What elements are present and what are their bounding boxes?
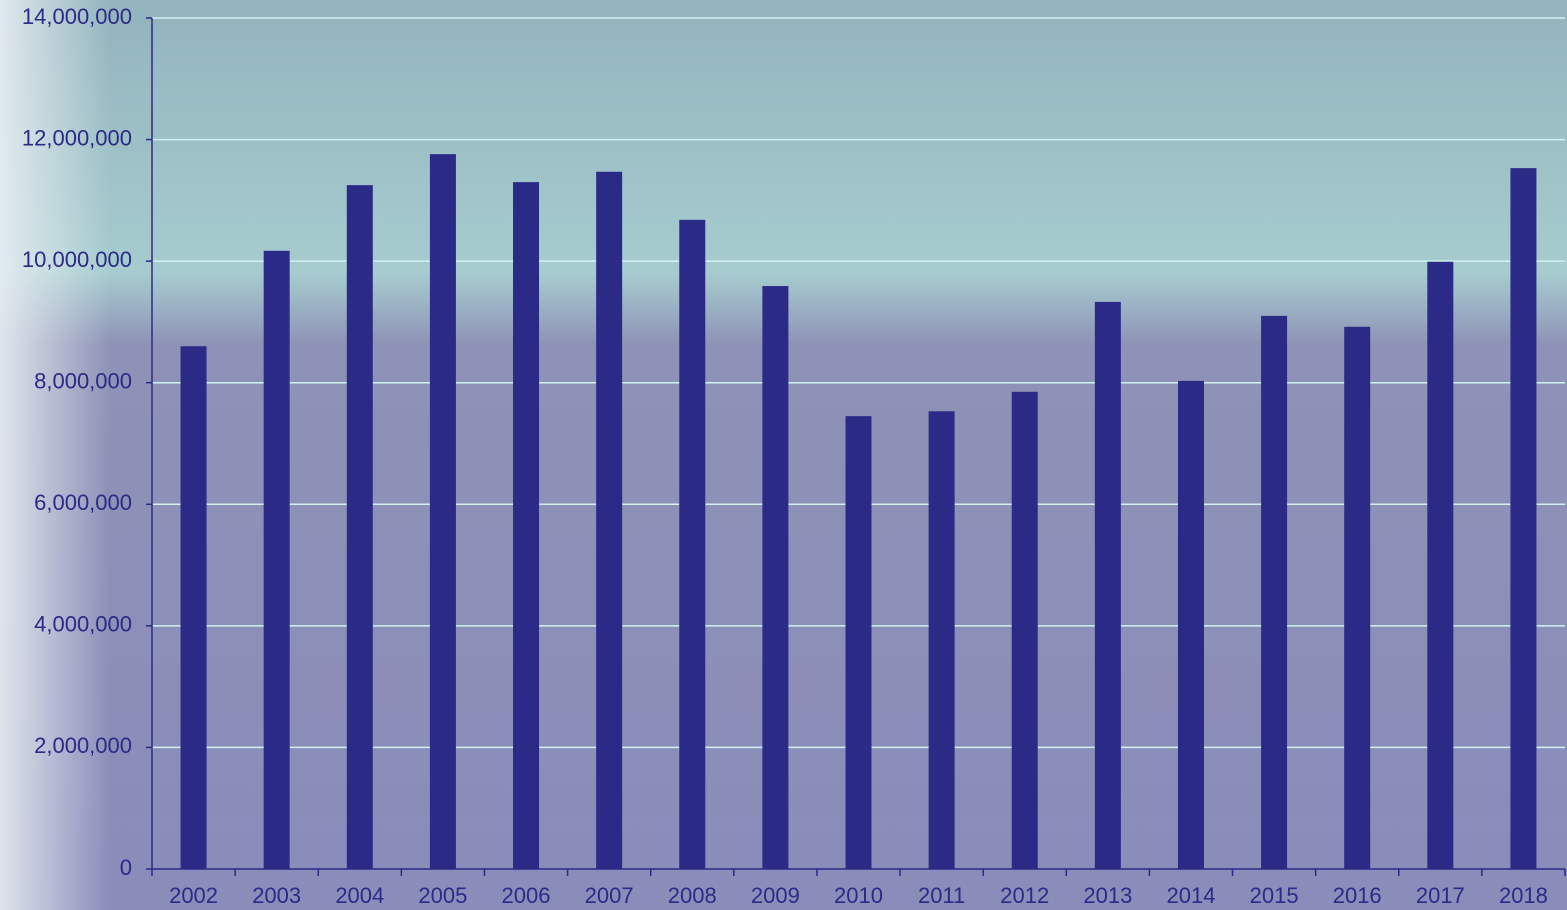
bar: [1177, 380, 1204, 869]
bar: [679, 219, 706, 869]
bar: [263, 250, 290, 870]
x-tick-label: 2003: [252, 883, 301, 908]
y-tick-label: 14,000,000: [22, 4, 132, 29]
x-tick-label: 2009: [751, 883, 800, 908]
x-tick-label: 2017: [1416, 883, 1465, 908]
x-tick-label: 2002: [169, 883, 218, 908]
bar: [1094, 301, 1121, 870]
x-tick-label: 2006: [502, 883, 551, 908]
bar: [845, 416, 872, 869]
y-tick-label: 8,000,000: [34, 369, 132, 394]
x-tick-label: 2008: [668, 883, 717, 908]
bar: [1510, 168, 1537, 869]
x-tick-label: 2013: [1083, 883, 1132, 908]
bar: [1427, 261, 1454, 869]
x-tick-label: 2012: [1000, 883, 1049, 908]
background-fade: [0, 0, 110, 910]
bar: [1011, 391, 1038, 869]
x-tick-label: 2010: [834, 883, 883, 908]
bar: [762, 286, 789, 869]
y-tick-label: 0: [120, 855, 132, 880]
bar: [1261, 315, 1288, 870]
bar: [596, 171, 623, 870]
bar: [429, 154, 456, 869]
x-tick-label: 2016: [1333, 883, 1382, 908]
x-tick-label: 2005: [418, 883, 467, 908]
y-tick-label: 12,000,000: [22, 125, 132, 150]
x-tick-label: 2004: [335, 883, 384, 908]
bar: [180, 346, 207, 869]
bar: [513, 182, 540, 869]
x-tick-label: 2015: [1250, 883, 1299, 908]
x-tick-label: 2007: [585, 883, 634, 908]
x-tick-label: 2018: [1499, 883, 1548, 908]
y-tick-label: 6,000,000: [34, 490, 132, 515]
x-tick-label: 2011: [918, 883, 965, 908]
y-tick-label: 4,000,000: [34, 612, 132, 637]
y-tick-label: 10,000,000: [22, 247, 132, 272]
bar: [928, 411, 955, 869]
bar: [1344, 326, 1371, 869]
x-tick-label: 2014: [1166, 883, 1215, 908]
bar: [346, 185, 373, 870]
y-tick-label: 2,000,000: [34, 733, 132, 758]
